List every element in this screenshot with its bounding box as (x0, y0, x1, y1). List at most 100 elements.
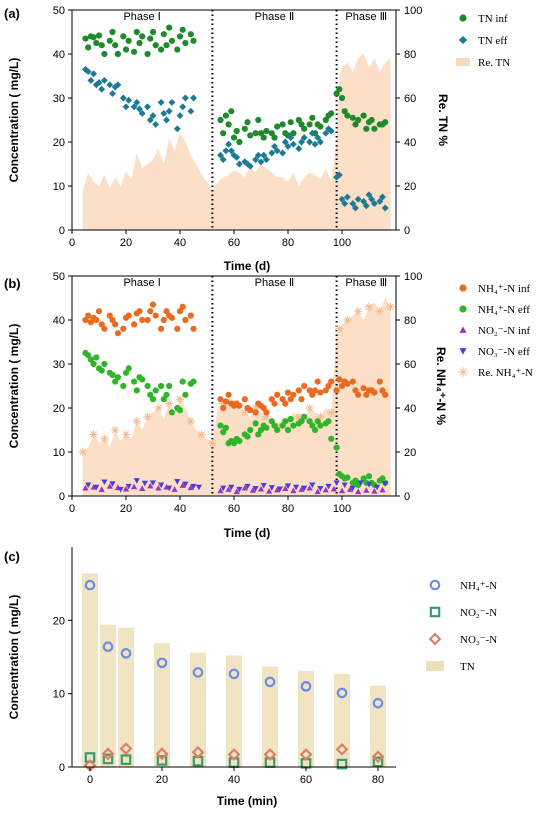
b-point-no3-n-eff (141, 480, 148, 487)
b-point-no3-n-eff (236, 486, 243, 493)
a-point-tn-eff (130, 103, 138, 111)
a-point-tn-inf (112, 42, 119, 49)
b-point-no3-n-eff (357, 480, 364, 486)
a-y-tick-label: 50 (53, 5, 65, 17)
c-tn-bar (190, 652, 206, 767)
a-point-tn-inf (260, 134, 267, 141)
b-point-re-nh4-n (343, 315, 352, 325)
b-legend-symbol-re-nh4 (458, 367, 468, 377)
c-legend-marker (429, 606, 441, 618)
b-point-re-nh4-n (132, 417, 141, 426)
a-point-tn-eff (187, 107, 195, 115)
c-point-no3-n (191, 745, 205, 759)
b-point-nh4-n-inf (144, 316, 151, 324)
b-point-no2-n-inf (82, 484, 89, 491)
a-point-tn-eff (168, 98, 176, 106)
c-tn-bar (298, 670, 314, 767)
c-points-layer (83, 579, 385, 772)
b-point-nh4-n-inf (101, 325, 108, 332)
a-point-tn-eff (246, 162, 254, 170)
c-point-no3-n (299, 748, 313, 761)
a-point-tn-inf (263, 127, 270, 135)
a-point-tn-inf (255, 116, 262, 124)
b-point-re-nh4-n (375, 307, 384, 316)
b-point-nh4-n-inf (282, 400, 289, 407)
a-y-tick-label: 10 (53, 181, 65, 193)
b-point-nh4-n-inf (147, 308, 154, 315)
b-point-nh4-n-eff (144, 382, 151, 390)
a-point-tn-eff (322, 129, 330, 137)
a-point-tn-eff (176, 112, 184, 120)
b-x-axis-label: Time (d) (224, 526, 270, 540)
b-point-nh4-n-eff (252, 420, 259, 427)
b-point-nh4-n-eff (190, 378, 197, 385)
a-point-tn-inf (176, 33, 184, 40)
b-point-nh4-n-eff (90, 360, 97, 368)
a-point-tn-inf (328, 110, 335, 117)
a-point-tn-inf (144, 50, 151, 58)
c-point-nh4-n (300, 681, 312, 692)
b-point-no3-n-eff (317, 486, 324, 492)
a-point-tn-inf (114, 50, 121, 58)
b-point-no2-n-inf (179, 482, 186, 488)
a-point-tn-eff (157, 98, 165, 106)
c-tn-bar (262, 666, 278, 767)
b-point-nh4-n-inf (301, 382, 308, 390)
b-point-nh4-n-inf (252, 409, 259, 416)
a-point-tn-eff (125, 96, 133, 104)
b-point-no3-n-eff (149, 480, 157, 486)
a-point-tn-inf (355, 116, 362, 124)
b-point-nh4-n-inf (125, 312, 132, 319)
b-legend-marker (459, 326, 467, 333)
c-point-nh4-n (264, 676, 276, 688)
a-y-tick-label: 0 (59, 225, 65, 237)
b-point-re-nh4-n-ray (122, 431, 130, 438)
b-point-nh4-n-inf (349, 378, 356, 385)
a-point-tn-eff (179, 103, 187, 111)
a-point-tn-eff (106, 81, 114, 89)
a-point-tn-eff (287, 134, 295, 142)
a-point-tn-inf (82, 35, 89, 42)
b-point-nh4-n-eff (274, 426, 281, 434)
c-legend-marker (428, 632, 442, 646)
b-point-no3-n-eff (284, 483, 292, 489)
a-point-tn-inf (271, 134, 278, 141)
b-area-re-nh4-n (82, 298, 391, 496)
b-point-nh4-n-eff (182, 391, 189, 398)
c-point-nh4-n (156, 657, 168, 669)
b-point-no3-n-eff (244, 483, 251, 490)
b-point-no2-n-inf (355, 488, 362, 495)
a-point-tn-eff (368, 195, 376, 203)
a-y2-tick-label: 60 (404, 93, 416, 105)
b-point-re-nh4-n (100, 434, 109, 443)
c-point-no3-n (335, 743, 349, 756)
a-point-tn-eff (119, 94, 127, 102)
a-point-tn-inf (317, 123, 324, 130)
a-point-tn-inf (163, 42, 170, 49)
a-point-tn-eff (233, 153, 241, 161)
a-point-tn-eff (190, 94, 197, 102)
b-legend-label-re-nh4: Re. NH₄⁺-N (478, 367, 533, 379)
c-tn-bar (100, 624, 116, 767)
b-point-no3-n-eff (341, 482, 348, 489)
b-point-no3-n-eff (382, 481, 389, 487)
b-point-re-nh4-n-ray (144, 413, 151, 421)
a-point-tn-eff (314, 134, 322, 142)
b-point-nh4-n-eff (109, 371, 116, 379)
a-point-tn-inf (85, 44, 92, 51)
c-point-nh4-n (102, 641, 114, 653)
b-point-no2-n-inf (241, 484, 248, 491)
b-point-no3-n-eff (301, 485, 308, 492)
a-y2-tick-label: 20 (404, 181, 416, 193)
a-point-tn-inf (93, 39, 100, 47)
b-point-no2-n-inf (298, 486, 305, 492)
b-legend-symbol-no2-inf (459, 326, 467, 333)
b-point-re-nh4-n-ray (344, 316, 351, 324)
a-area-re-tn (82, 54, 391, 230)
a-legend-symbol-tn-eff (458, 35, 468, 45)
b-point-no2-n-inf (106, 483, 113, 489)
a-point-tn-inf (187, 31, 194, 38)
b-point-re-nh4-n (175, 395, 185, 404)
a-point-tn-inf (368, 116, 375, 124)
b-y-tick-label: 40 (53, 315, 65, 327)
